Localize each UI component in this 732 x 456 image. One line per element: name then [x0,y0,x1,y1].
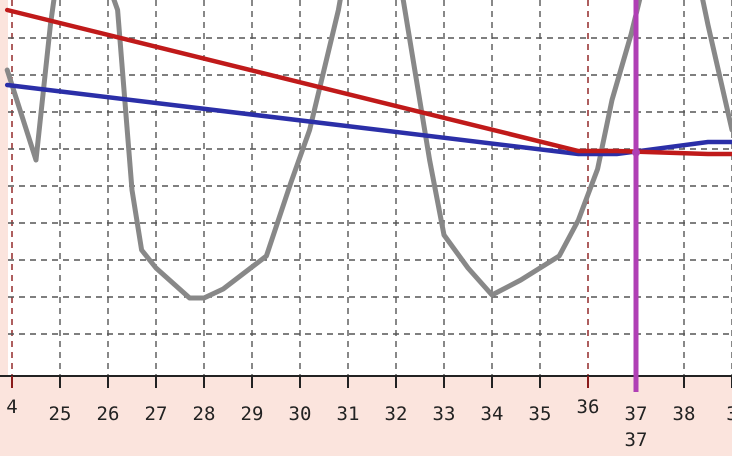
tick-label-38: 38 [673,403,696,425]
tick-label-37: 37 [625,403,648,425]
cursor-marker [632,148,640,157]
x-axis-ticks [11,376,732,388]
tick-label-36: 36 [577,396,600,418]
series-line-2 [4,7,732,157]
tick-label-24: 4 [6,396,17,418]
tick-label-28: 28 [193,403,216,425]
tick-label-39: 3 [726,403,732,425]
x-axis-tick-labels: 4 25 26 27 28 29 30 31 32 33 34 35 36 37 38 3 [6,396,732,425]
tick-label-33: 33 [433,403,456,425]
cursor-group[interactable]: 37 [625,0,648,451]
tick-label-31: 31 [337,403,360,425]
tick-label-26: 26 [97,403,120,425]
tick-label-34: 34 [481,403,504,425]
series-line-1 [4,82,732,157]
plot-area [8,0,732,376]
tick-label-32: 32 [385,403,408,425]
series-group [4,0,732,301]
tick-label-30: 30 [289,403,312,425]
tick-label-27: 27 [145,403,168,425]
tick-label-35: 35 [529,403,552,425]
cursor-label: 37 [625,429,648,451]
tick-label-25: 25 [49,403,72,425]
series-line-0 [4,0,732,301]
tick-label-29: 29 [241,403,264,425]
